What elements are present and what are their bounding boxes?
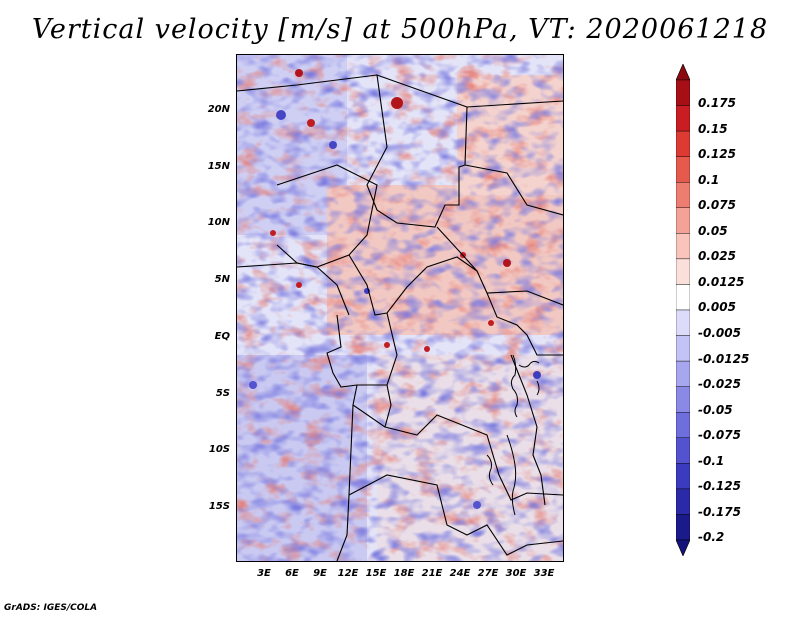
lon-label: 18E [393, 568, 415, 579]
country-borders [237, 74, 563, 561]
colorbar-swatch [676, 386, 690, 413]
colorbar-swatch [676, 207, 690, 234]
colorbar-tick-label: 0.05 [698, 223, 728, 238]
colorbar-swatch [676, 233, 690, 260]
colorbar-tick-label: 0.005 [698, 300, 736, 315]
colorbar-swatch [676, 79, 690, 106]
map-plot-area [236, 54, 564, 562]
colorbar-tick-label: -0.125 [698, 479, 741, 494]
colorbar-swatch [676, 309, 690, 336]
colorbar-tick-label: -0.005 [698, 326, 741, 340]
colorbar-swatch [676, 130, 690, 157]
strong-ascent-cells [270, 69, 511, 352]
lat-label: 5N [214, 274, 230, 285]
colorbar [676, 64, 690, 556]
lat-label: 20N [207, 104, 230, 115]
colorbar-bottom-arrow [676, 539, 690, 556]
colorbar-tick-label: -0.075 [698, 428, 741, 443]
colorbar-tick-label: 0.175 [698, 96, 736, 110]
colorbar-tick-label: 0.125 [698, 147, 736, 162]
lon-label: 33E [533, 568, 555, 579]
colorbar-tick-label: -0.025 [698, 377, 741, 392]
lat-label: 5S [215, 388, 230, 399]
lat-label: 10S [208, 444, 230, 455]
colorbar-swatch [676, 514, 690, 541]
lon-label: 21E [421, 568, 443, 579]
colorbar-swatch [676, 412, 690, 438]
colorbar-tick-label: 0.025 [698, 249, 736, 264]
colorbar-tick-label: -0.05 [698, 402, 733, 417]
colorbar-swatch [676, 284, 690, 311]
lon-label: 24E [449, 568, 471, 579]
colorbar-tick-label: 0.0125 [698, 274, 745, 289]
colorbar-tick-label: -0.1 [698, 453, 725, 468]
colorbar-swatch [676, 488, 690, 515]
colorbar-swatch [676, 156, 690, 183]
grads-credit: GrADS: IGES/COLA [4, 603, 98, 613]
colorbar-swatch [676, 437, 690, 464]
lat-label: 15N [207, 161, 230, 172]
colorbar-swatch [676, 360, 690, 387]
colorbar-tick-label: 0.1 [698, 172, 720, 187]
lat-label: EQ [214, 331, 230, 342]
lon-label: 12E [337, 568, 359, 579]
colorbar-tick-label: -0.0125 [698, 351, 750, 366]
velocity-field-map [237, 55, 563, 561]
lat-label: 15S [208, 501, 230, 512]
chart-title: Vertical velocity [m/s] at 500hPa, VT: 2… [31, 14, 769, 45]
colorbar-swatch [676, 105, 690, 132]
colorbar-tick-label: 0.15 [698, 121, 728, 136]
lon-label: 9E [313, 568, 327, 579]
colorbar-tick-label: 0.075 [698, 198, 736, 213]
colorbar-tick-label: -0.175 [698, 504, 741, 519]
colorbar-tick-label: -0.2 [698, 530, 725, 545]
water-bodies [486, 354, 540, 516]
lon-label: 3E [257, 568, 271, 579]
colorbar-swatch [676, 258, 690, 285]
colorbar-top-arrow [676, 64, 690, 81]
lon-label: 30E [505, 568, 527, 579]
colorbar-swatch [676, 463, 690, 490]
lon-label: 27E [477, 568, 499, 579]
lon-label: 15E [365, 568, 387, 579]
lon-label: 6E [285, 568, 299, 579]
colorbar-swatch [676, 182, 690, 208]
colorbar-swatch [676, 335, 690, 362]
lat-label: 10N [207, 217, 230, 228]
